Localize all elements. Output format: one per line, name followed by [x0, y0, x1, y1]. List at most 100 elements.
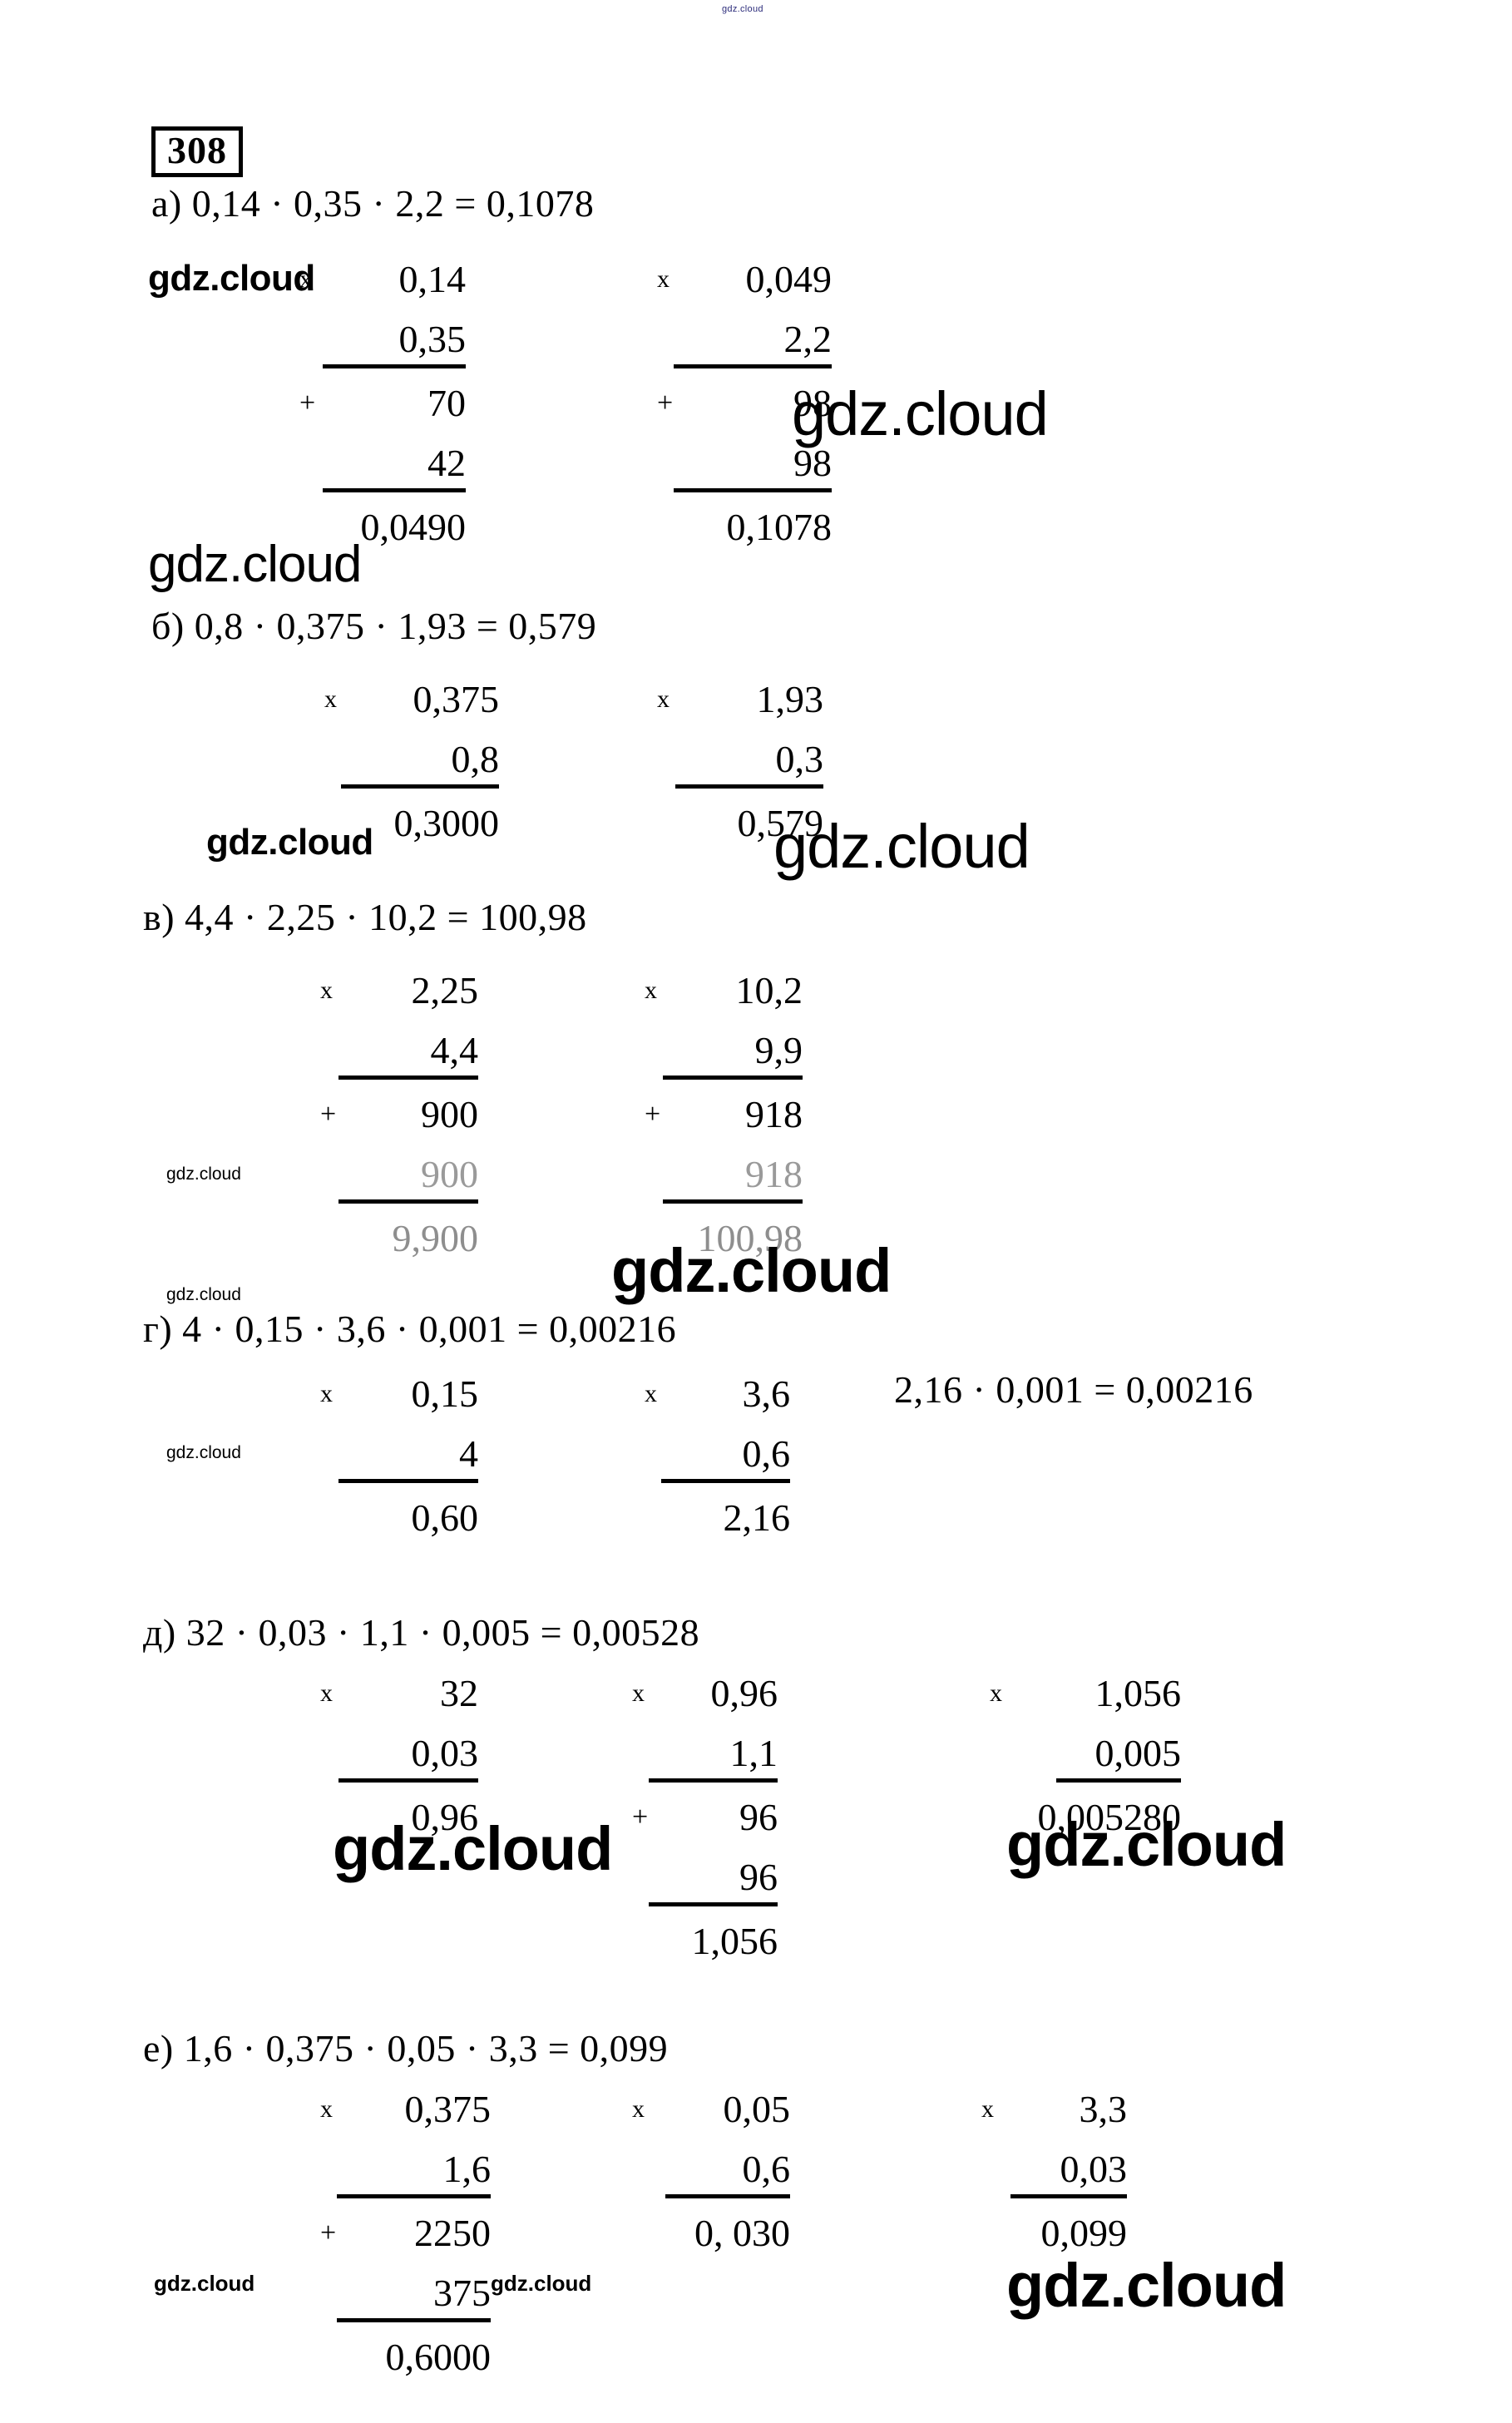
problem-g-column-2: x 3,6 0,6 2,16 [645, 1364, 790, 1548]
result-row: 0,0490 [299, 497, 467, 557]
divider-line [675, 784, 823, 789]
divider-line [674, 364, 832, 368]
watermark-below-a: gdz.cloud [148, 536, 362, 593]
result-row: 0,60 [320, 1488, 479, 1548]
watermark-v-left: gdz.cloud [166, 1165, 241, 1184]
result-row: 2,16 [645, 1488, 791, 1548]
partial-row-2: 900 [320, 1145, 478, 1204]
multiply-operator: x [320, 1380, 333, 1407]
result: 0,0490 [360, 506, 467, 548]
partial-row-2: 375 [320, 2263, 491, 2323]
problem-v-statement: в) 4,4 · 2,25 · 10,2 = 100,98 [143, 896, 587, 938]
problem-a-statement: а) 0,14 · 0,35 · 2,2 = 0,1078 [151, 182, 595, 225]
multiplier: 0,6 [742, 2148, 791, 2190]
divider-line [649, 1902, 778, 1906]
multiplicand-row: x 32 [320, 1664, 478, 1723]
divider-line [338, 1199, 478, 1204]
multiplier-row: 0,35 [299, 309, 467, 369]
divider-line [338, 1479, 478, 1483]
multiplier-row: 4 [320, 1424, 478, 1484]
problem-a-column-2: x 0,049 2,2 + 98 98 0,1078 [657, 250, 832, 557]
result-row: 0,579 [657, 794, 824, 853]
watermark-d-right: gdz.cloud [1006, 1810, 1287, 1879]
watermark-e-right: gdz.cloud [1006, 2251, 1287, 2320]
multiply-operator: x [632, 1679, 645, 1707]
result-row: 0,6000 [320, 2327, 492, 2387]
partial-product-2: 918 [745, 1153, 803, 1195]
problem-d-column-2: x 0,96 1,1 + 96 96 1,056 [632, 1664, 778, 1971]
multiplicand-row: x 0,375 [324, 670, 499, 729]
multiply-operator: x [990, 1679, 1002, 1707]
divider-line [341, 784, 499, 789]
watermark-v-left-2: gdz.cloud [166, 1285, 241, 1304]
multiplicand: 0,15 [411, 1372, 479, 1415]
partial-row-1: + 70 [299, 373, 466, 433]
multiplier: 0,005 [1094, 1732, 1182, 1774]
multiplicand-row: x 10,2 [645, 961, 803, 1021]
multiply-operator: x [657, 265, 670, 293]
problem-v-column-1: x 2,25 4,4 + 900 900 9,900 [320, 961, 478, 1268]
plus-operator: + [657, 388, 674, 418]
result: 9,900 [392, 1217, 479, 1259]
multiplicand: 0,375 [413, 678, 500, 720]
multiplicand: 0,14 [398, 258, 467, 300]
watermark-v-center: gdz.cloud [611, 1236, 892, 1305]
multiplicand: 1,93 [756, 678, 824, 720]
multiplicand: 1,056 [1094, 1672, 1182, 1714]
multiplier-row: 1,1 [632, 1723, 778, 1783]
divider-line [338, 1778, 478, 1783]
multiplier: 0,3 [775, 738, 824, 780]
watermark-e-mid: gdz.cloud [491, 2271, 592, 2296]
multiplier-row: 9,9 [645, 1021, 803, 1080]
partial-row-1: + 96 [632, 1788, 778, 1847]
multiplier: 9,9 [754, 1029, 803, 1071]
divider-line [665, 2194, 790, 2198]
multiplicand-row: x 0,14 [299, 250, 466, 309]
result-row: 0,005280 [990, 1788, 1182, 1847]
partial-row-1: + 900 [320, 1085, 478, 1145]
result: 1,056 [691, 1920, 778, 1962]
watermark-top-small: gdz.cloud [722, 4, 763, 14]
problem-g-column-1: x 0,15 4 0,60 [320, 1364, 478, 1548]
multiplicand-row: x 1,93 [657, 670, 823, 729]
watermark-a-right: gdz.cloud [792, 379, 1049, 448]
partial-product-1: 98 [793, 382, 832, 424]
divider-line [337, 2194, 491, 2198]
watermark-b-right: gdz.cloud [773, 812, 1030, 881]
multiplicand: 0,05 [723, 2088, 791, 2130]
exercise-number: 308 [167, 129, 227, 171]
problem-e-statement: е) 1,6 · 0,375 · 0,05 · 3,3 = 0,099 [143, 2027, 669, 2069]
divider-line [337, 2318, 491, 2322]
multiplicand: 32 [440, 1672, 478, 1714]
result-row: 0,099 [981, 2203, 1128, 2263]
result: 0,6000 [385, 2336, 492, 2378]
multiplier-row: 0,005 [990, 1723, 1182, 1783]
multiplicand-row: x 0,049 [657, 250, 832, 309]
problem-g-inline-step: 2,16 · 0,001 = 0,00216 [894, 1368, 1253, 1411]
multiplier: 4 [459, 1432, 478, 1475]
multiplicand-row: x 0,375 [320, 2079, 491, 2139]
problem-b-statement: б) 0,8 · 0,375 · 1,93 = 0,579 [151, 605, 597, 647]
multiplier-row: 4,4 [320, 1021, 479, 1080]
watermark-b-left: gdz.cloud [206, 822, 373, 863]
problem-d-statement: д) 32 · 0,03 · 1,1 · 0,005 = 0,00528 [143, 1611, 700, 1654]
multiply-operator: x [981, 2095, 994, 2123]
problem-e-column-1: x 0,375 1,6 + 2250 375 0,6000 [320, 2079, 491, 2387]
multiplier: 2,2 [783, 318, 833, 360]
result: 0,579 [737, 802, 824, 844]
multiplicand-row: x 2,25 [320, 961, 478, 1021]
problem-v-column-2: x 10,2 9,9 + 918 918 100,98 [645, 961, 803, 1268]
multiplier: 0,35 [398, 318, 467, 360]
multiplier: 0,8 [451, 738, 500, 780]
partial-product-2: 375 [433, 2272, 491, 2314]
partial-product-2: 900 [421, 1153, 478, 1195]
divider-line [663, 1076, 803, 1080]
result-row: 0,96 [320, 1788, 479, 1847]
result: 2,16 [723, 1496, 791, 1539]
multiply-operator: x [320, 1679, 333, 1707]
divider-line [323, 364, 466, 368]
partial-row-2: 42 [299, 433, 466, 493]
partial-row-1: + 98 [657, 373, 832, 433]
partial-product-1: 96 [739, 1796, 778, 1838]
partial-row-1: + 2250 [320, 2203, 491, 2263]
